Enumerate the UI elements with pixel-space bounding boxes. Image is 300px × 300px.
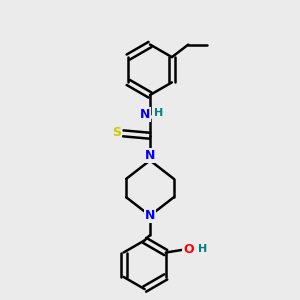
Text: H: H <box>198 244 207 254</box>
Text: O: O <box>183 243 194 256</box>
Text: H: H <box>154 108 164 118</box>
Text: N: N <box>140 108 150 121</box>
Text: N: N <box>145 148 155 162</box>
Text: S: S <box>112 126 121 139</box>
Text: N: N <box>145 209 155 222</box>
